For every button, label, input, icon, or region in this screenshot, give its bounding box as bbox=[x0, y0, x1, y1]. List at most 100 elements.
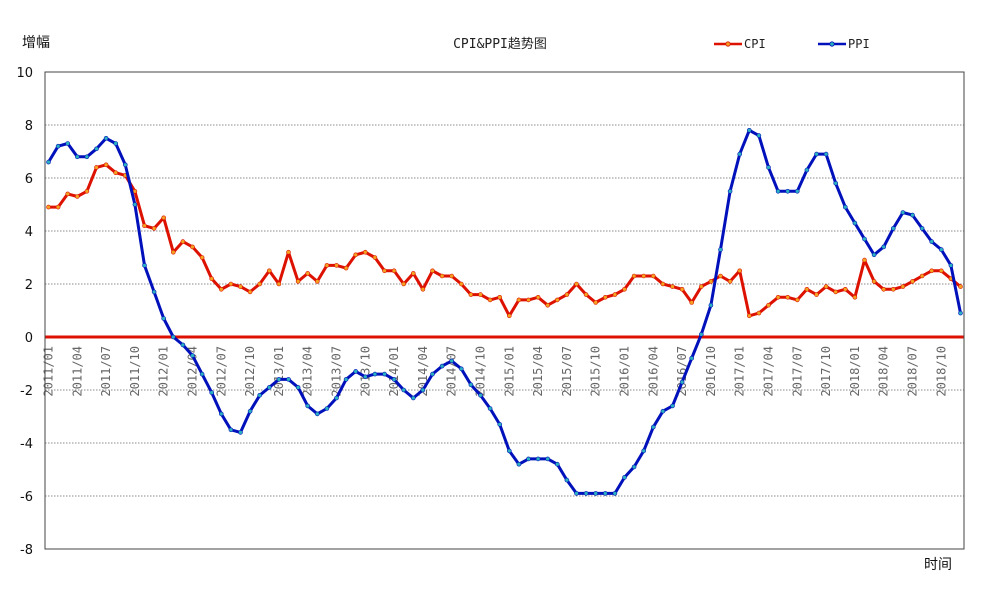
point-cpi-2015-08 bbox=[574, 281, 579, 287]
point-cpi-2016-02 bbox=[631, 273, 637, 279]
point-cpi-2016-09 bbox=[698, 284, 704, 289]
point-ppi-2013-02 bbox=[286, 377, 291, 382]
point-cpi-2017-09 bbox=[814, 292, 819, 297]
point-cpi-2014-06 bbox=[439, 273, 445, 279]
point-cpi-2013-07 bbox=[334, 263, 339, 268]
x-tick-label: 2016/07 bbox=[675, 346, 689, 397]
point-cpi-2013-09 bbox=[353, 252, 359, 258]
point-ppi-2011-07 bbox=[103, 136, 109, 141]
point-cpi-2013-11 bbox=[372, 255, 378, 260]
point-cpi-2014-11 bbox=[487, 297, 493, 303]
legend-label-ppi: PPI bbox=[848, 37, 870, 51]
point-ppi-2015-08 bbox=[574, 491, 579, 496]
point-ppi-2012-12 bbox=[266, 385, 272, 390]
point-cpi-2012-05 bbox=[199, 255, 205, 260]
point-ppi-2012-09 bbox=[238, 430, 243, 435]
x-tick-label: 2014/01 bbox=[387, 346, 401, 397]
point-ppi-2013-11 bbox=[372, 371, 378, 377]
series-line-ppi bbox=[47, 128, 962, 495]
legend: CPI PPI bbox=[714, 37, 870, 51]
y-axis-ticks: -8 -6 -4 -2 0 2 4 6 8 10 bbox=[16, 66, 33, 558]
point-ppi-2018-08 bbox=[919, 226, 925, 231]
point-cpi-2018-01 bbox=[852, 294, 858, 300]
chart-title: CPI&PPI趋势图 bbox=[453, 36, 547, 52]
x-tick-label: 2012/07 bbox=[214, 346, 228, 397]
point-ppi-2015-12 bbox=[612, 491, 618, 496]
point-ppi-2015-10 bbox=[593, 491, 599, 496]
point-ppi-2016-02 bbox=[631, 464, 637, 470]
point-ppi-2014-02 bbox=[401, 387, 407, 393]
point-cpi-2017-11 bbox=[833, 289, 839, 295]
point-cpi-2017-08 bbox=[804, 286, 810, 292]
point-ppi-2014-10 bbox=[478, 392, 483, 398]
point-ppi-2014-06 bbox=[439, 363, 445, 369]
legend-label-cpi: CPI bbox=[744, 37, 766, 51]
point-ppi-2015-05 bbox=[545, 456, 551, 462]
point-ppi-2017-06 bbox=[785, 189, 791, 194]
y-axis-label: 增幅 bbox=[22, 35, 50, 51]
x-tick-label: 2013/04 bbox=[301, 346, 315, 397]
point-cpi-2013-10 bbox=[362, 249, 368, 255]
point-ppi-2016-07 bbox=[679, 379, 685, 385]
point-ppi-2017-02 bbox=[746, 128, 752, 133]
point-ppi-2017-04 bbox=[766, 165, 771, 170]
point-ppi-2014-05 bbox=[430, 371, 435, 377]
point-ppi-2012-04 bbox=[190, 353, 195, 358]
x-tick-label: 2015/07 bbox=[560, 346, 574, 397]
point-ppi-2013-12 bbox=[382, 371, 387, 377]
point-ppi-2014-03 bbox=[410, 395, 416, 401]
point-cpi-2018-04 bbox=[881, 286, 887, 292]
x-tick-label: 2018/01 bbox=[848, 346, 862, 397]
point-ppi-2017-11 bbox=[833, 181, 839, 186]
point-cpi-2014-04 bbox=[420, 286, 426, 292]
point-cpi-2017-04 bbox=[766, 302, 771, 308]
x-tick-label: 2012/10 bbox=[243, 346, 257, 397]
x-tick-label: 2014/07 bbox=[445, 346, 459, 397]
point-cpi-2012-09 bbox=[238, 284, 243, 289]
point-cpi-2012-10 bbox=[247, 289, 253, 295]
point-cpi-2012-06 bbox=[209, 276, 214, 282]
point-cpi-2016-08 bbox=[689, 300, 695, 305]
point-ppi-2016-09 bbox=[698, 332, 704, 337]
point-ppi-2017-07 bbox=[794, 189, 800, 194]
x-tick-label: 2018/10 bbox=[934, 346, 948, 397]
point-ppi-2011-09 bbox=[123, 162, 128, 168]
point-cpi-2016-07 bbox=[679, 286, 685, 292]
y-tick-label: 4 bbox=[25, 225, 33, 240]
point-cpi-2013-06 bbox=[324, 263, 330, 268]
point-ppi-2015-02 bbox=[516, 461, 522, 467]
x-tick-label: 2015/01 bbox=[502, 346, 516, 397]
point-cpi-2013-02 bbox=[286, 249, 291, 255]
point-cpi-2013-04 bbox=[305, 271, 311, 276]
point-ppi-2018-11 bbox=[948, 263, 954, 268]
x-tick-label: 2011/10 bbox=[128, 346, 142, 397]
point-ppi-2018-09 bbox=[929, 239, 935, 244]
y-tick-label: 2 bbox=[25, 278, 33, 293]
point-cpi-2012-01 bbox=[161, 215, 166, 221]
point-ppi-2012-07 bbox=[219, 411, 224, 417]
point-cpi-2018-09 bbox=[929, 268, 935, 274]
point-cpi-2015-09 bbox=[583, 292, 589, 297]
point-cpi-2011-12 bbox=[151, 226, 157, 231]
point-ppi-2016-03 bbox=[641, 448, 647, 454]
point-cpi-2016-10 bbox=[708, 279, 714, 284]
point-cpi-2011-08 bbox=[113, 170, 118, 175]
point-ppi-2012-01 bbox=[161, 316, 166, 321]
x-tick-label: 2017/01 bbox=[733, 346, 747, 397]
point-ppi-2013-05 bbox=[314, 411, 320, 417]
point-ppi-2014-11 bbox=[487, 406, 493, 411]
point-ppi-2017-12 bbox=[842, 204, 848, 210]
y-tick-label: 8 bbox=[25, 119, 33, 134]
point-ppi-2013-06 bbox=[324, 406, 330, 411]
point-cpi-2016-11 bbox=[718, 273, 723, 279]
point-cpi-2016-01 bbox=[622, 286, 627, 292]
point-ppi-2017-10 bbox=[823, 151, 829, 157]
y-tick-label: -2 bbox=[20, 384, 33, 399]
x-axis-label: 时间 bbox=[924, 557, 952, 573]
point-cpi-2015-06 bbox=[554, 297, 560, 303]
point-ppi-2016-12 bbox=[727, 189, 733, 194]
point-ppi-2015-06 bbox=[554, 461, 560, 467]
point-cpi-2012-08 bbox=[228, 281, 234, 287]
x-tick-label: 2011/04 bbox=[70, 346, 84, 397]
series bbox=[46, 128, 963, 496]
